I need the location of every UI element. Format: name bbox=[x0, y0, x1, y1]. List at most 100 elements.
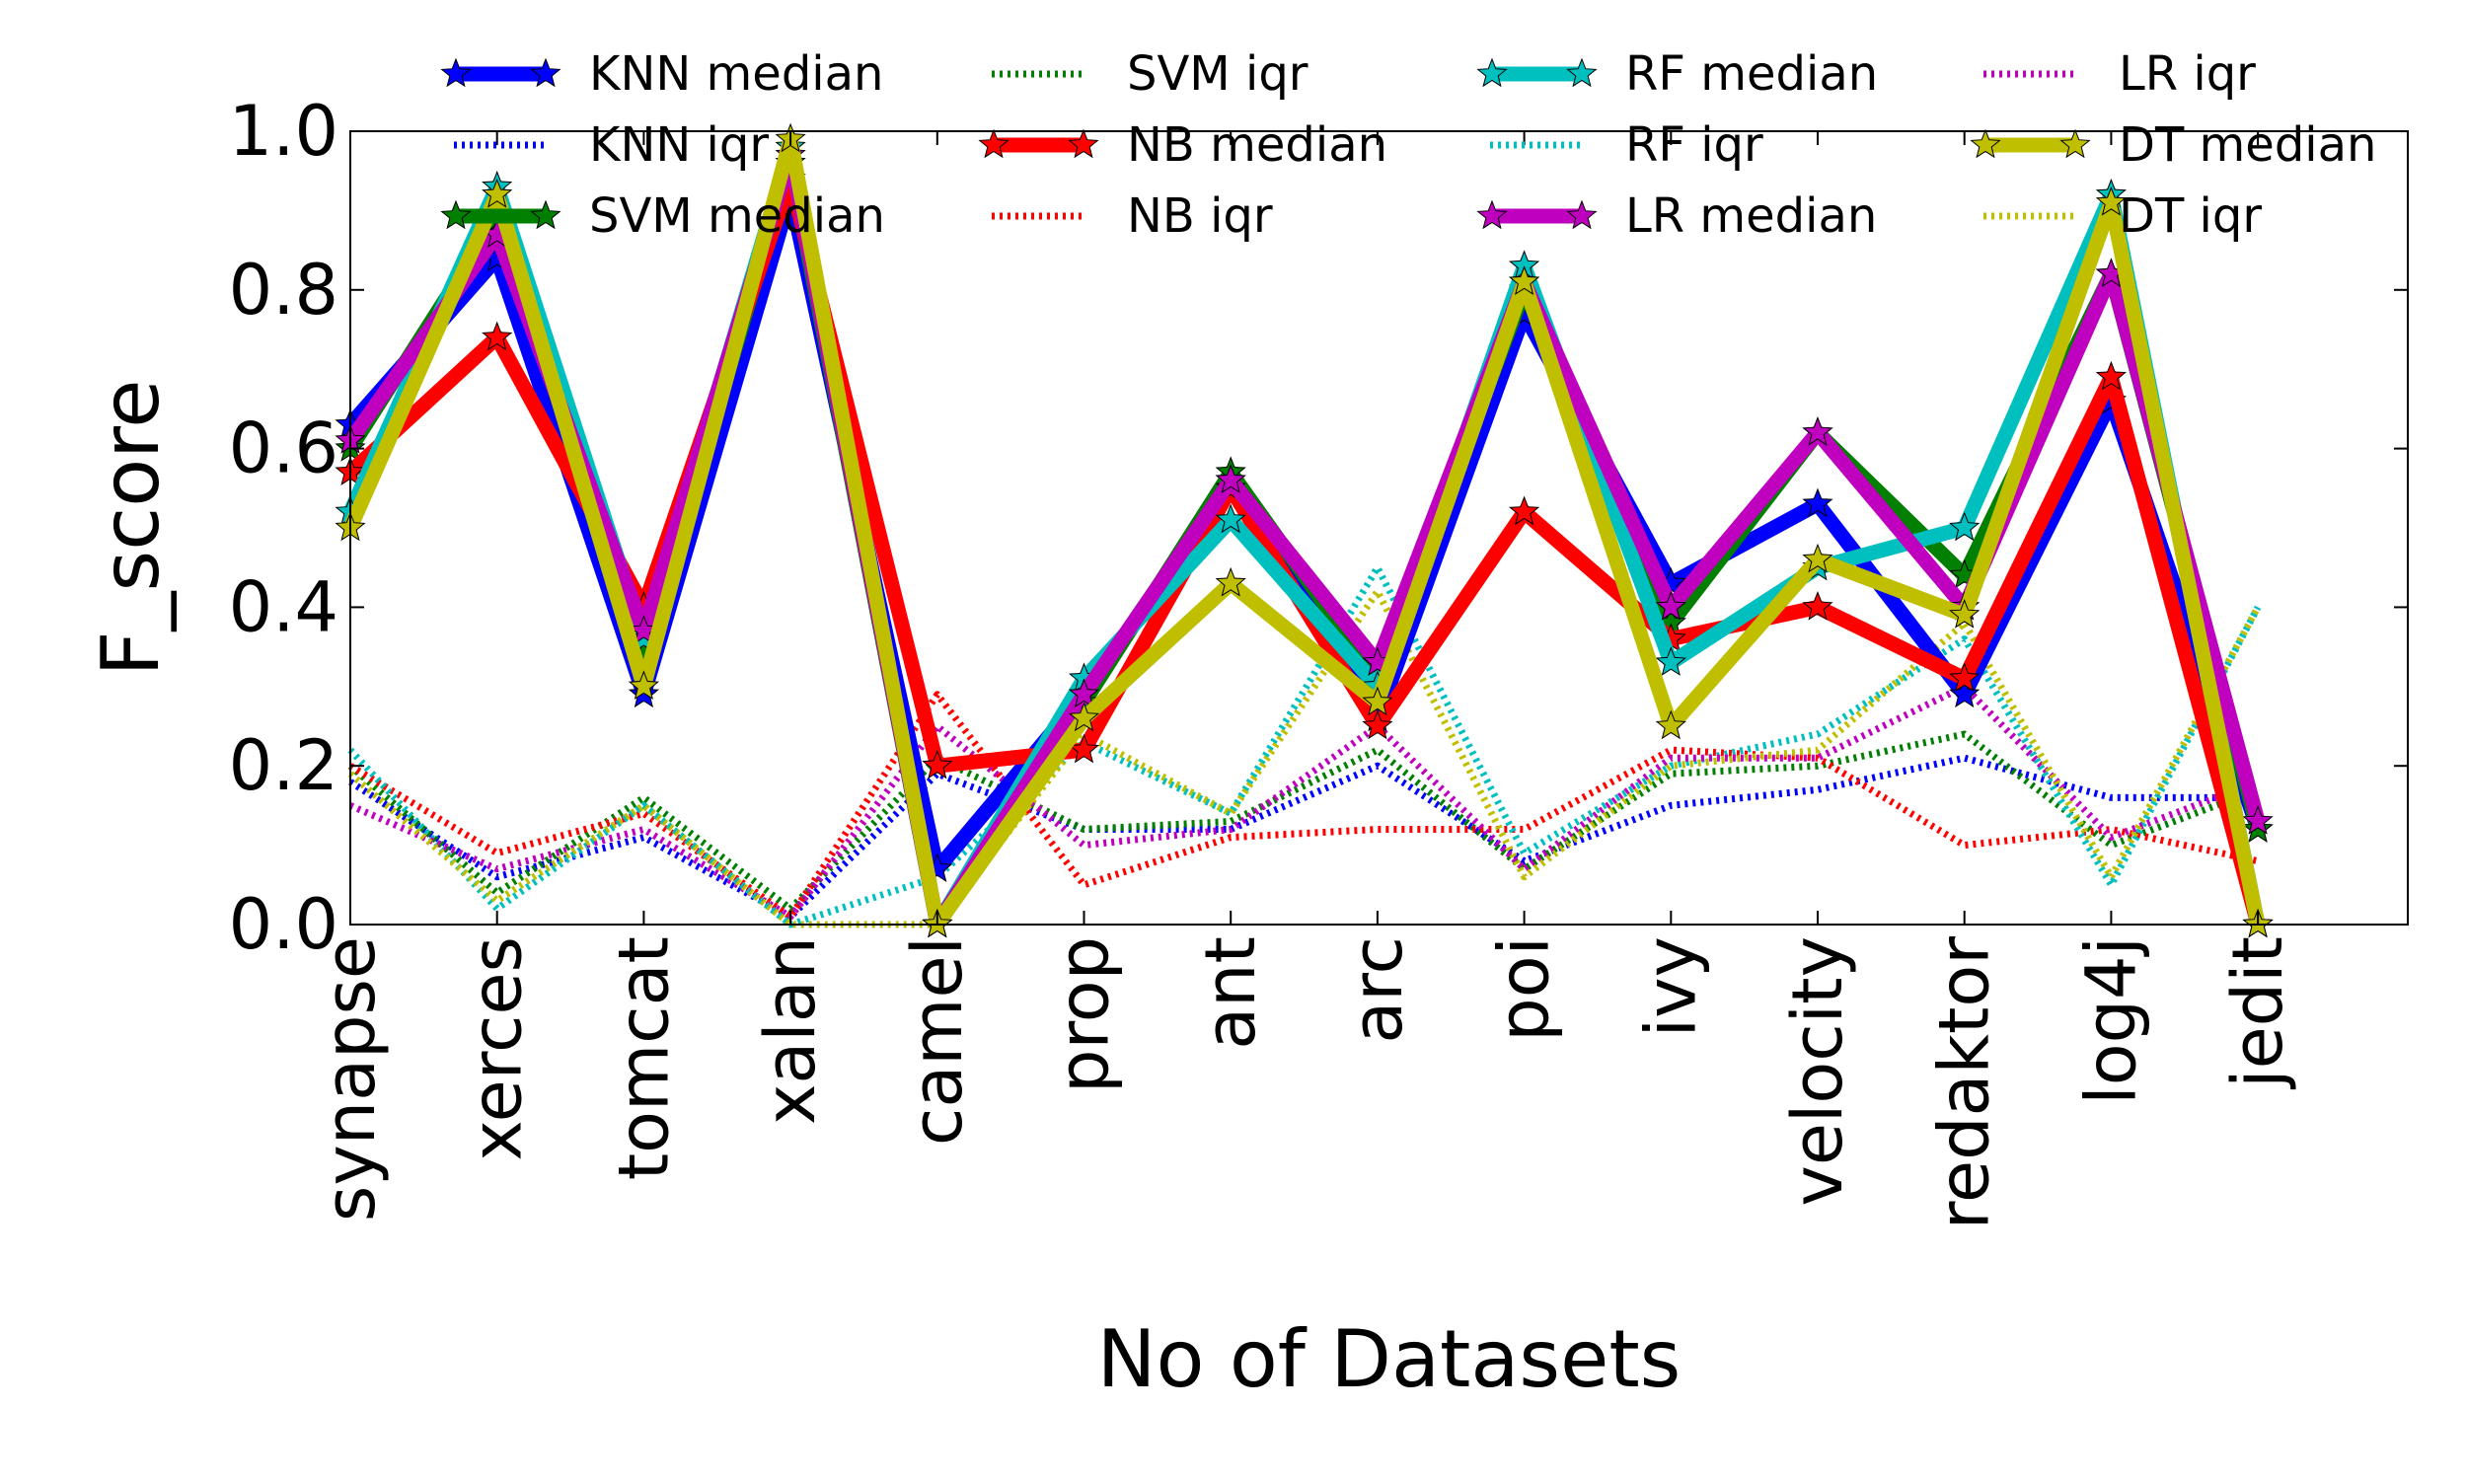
data-point bbox=[1215, 503, 1246, 534]
data-point bbox=[1362, 686, 1393, 716]
data-point bbox=[1215, 566, 1246, 597]
legend-item-lr-iqr: LR iqr bbox=[1983, 46, 2256, 102]
data-point bbox=[2095, 360, 2128, 391]
legend-marker bbox=[440, 199, 472, 230]
data-point bbox=[628, 670, 660, 701]
x-tick-label: xalan bbox=[750, 936, 831, 1125]
legend: KNN median KNN iqr SVM median SVM iqr NB med… bbox=[440, 46, 2376, 244]
legend-item-lr-median: LR median bbox=[1476, 188, 1877, 244]
legend-marker bbox=[1068, 128, 1099, 159]
legend-marker bbox=[1566, 199, 1598, 230]
data-point bbox=[1949, 511, 1981, 542]
x-tick-label: synapse bbox=[310, 936, 391, 1222]
x-tick-label: jedit bbox=[2217, 936, 2298, 1090]
data-point bbox=[2095, 186, 2128, 216]
x-tick-label: camel bbox=[897, 936, 978, 1146]
y-tick-label: 0.6 bbox=[229, 408, 338, 489]
legend-marker bbox=[440, 57, 472, 88]
series-knn-iqr bbox=[348, 754, 2259, 921]
legend-marker bbox=[530, 57, 561, 88]
series-rf-iqr bbox=[347, 563, 2262, 928]
data-point bbox=[1802, 543, 1833, 573]
data-point bbox=[1655, 709, 1686, 740]
y-tick-label: 0.4 bbox=[229, 566, 338, 647]
series-line-dt-median bbox=[343, 131, 2266, 932]
y-axis: 0.0 0.2 0.4 0.6 0.8 1.0 bbox=[229, 91, 2408, 965]
data-point bbox=[1508, 265, 1540, 296]
x-tick-label: tomcat bbox=[603, 936, 684, 1180]
legend-label: LR median bbox=[1625, 188, 1877, 244]
legend-label: KNN median bbox=[589, 46, 883, 102]
y-tick-label: 0.2 bbox=[229, 725, 338, 806]
legend-label: RF median bbox=[1625, 46, 1878, 102]
data-point bbox=[1362, 709, 1393, 740]
legend-marker bbox=[2059, 128, 2091, 159]
data-point bbox=[482, 178, 513, 208]
legend-item-rf-median: RF median bbox=[1476, 46, 1878, 102]
data-point bbox=[1802, 487, 1833, 518]
y-tick-label: 1.0 bbox=[229, 91, 338, 172]
x-tick-label: ivy bbox=[1630, 936, 1711, 1037]
data-point bbox=[1655, 591, 1686, 621]
x-axis-label: No of Datasets bbox=[1097, 1313, 1682, 1405]
data-point bbox=[1215, 464, 1246, 494]
legend-item-svm-iqr: SVM iqr bbox=[992, 46, 1308, 102]
x-tick-label: arc bbox=[1337, 936, 1418, 1044]
series-line-lr-median bbox=[343, 147, 2266, 932]
legend-marker bbox=[530, 199, 561, 230]
legend-item-svm-median: SVM median bbox=[440, 188, 885, 244]
legend-item-rf-iqr: RF iqr bbox=[1490, 117, 1763, 173]
legend-item-nb-median: NB median bbox=[978, 117, 1387, 173]
series-line-svm-iqr bbox=[347, 730, 2260, 913]
legend-item-nb-iqr: NB iqr bbox=[992, 188, 1273, 244]
data-point bbox=[1655, 646, 1686, 676]
legend-label: SVM median bbox=[589, 188, 885, 244]
data-point bbox=[1802, 416, 1833, 446]
x-tick-label: xerces bbox=[457, 936, 538, 1161]
x-tick-label: ant bbox=[1190, 936, 1271, 1050]
iqr-series-layer bbox=[347, 563, 2262, 928]
legend-label: DT median bbox=[2119, 117, 2376, 173]
data-point bbox=[1068, 678, 1100, 708]
legend-item-dt-median: DT median bbox=[1970, 117, 2376, 173]
legend-label: KNN iqr bbox=[589, 117, 769, 173]
legend-label: SVM iqr bbox=[1127, 46, 1308, 102]
series-line-lr-iqr bbox=[348, 683, 2260, 921]
data-point bbox=[922, 749, 953, 779]
legend-marker bbox=[978, 128, 1009, 159]
legend-label: DT iqr bbox=[2119, 188, 2262, 244]
data-point bbox=[2242, 805, 2274, 835]
data-point bbox=[1949, 662, 1981, 693]
data-point bbox=[1802, 591, 1833, 621]
data-point bbox=[482, 321, 513, 351]
series-dt-median bbox=[335, 122, 2274, 938]
series-line-svm-median bbox=[343, 155, 2266, 932]
x-tick-label: prop bbox=[1044, 936, 1125, 1093]
y-tick-label: 0.8 bbox=[229, 250, 338, 331]
plot-frame bbox=[349, 130, 2409, 926]
legend-item-dt-iqr: DT iqr bbox=[1983, 188, 2262, 244]
x-tick-label: log4j bbox=[2070, 936, 2151, 1105]
series-svm-iqr bbox=[347, 730, 2260, 913]
x-tick-label: velocity bbox=[1777, 936, 1858, 1207]
legend-label: RF iqr bbox=[1625, 117, 1763, 173]
series-line-rf-iqr bbox=[347, 563, 2262, 928]
x-axis: synapse xerces tomcat xalan camel prop ant arc p… bbox=[310, 131, 2298, 1229]
legend-marker bbox=[1566, 57, 1598, 88]
legend-marker bbox=[1476, 199, 1508, 230]
legend-marker bbox=[1970, 128, 2001, 159]
legend-label: NB iqr bbox=[1127, 188, 1273, 244]
legend-label: LR iqr bbox=[2119, 46, 2256, 102]
series-nb-iqr bbox=[348, 691, 2259, 921]
series-line-knn-iqr bbox=[348, 754, 2259, 921]
series-line-knn-median bbox=[344, 186, 2266, 877]
x-tick-label: poi bbox=[1484, 936, 1565, 1042]
legend-label: NB median bbox=[1127, 117, 1387, 173]
series-lr-iqr bbox=[348, 683, 2260, 921]
legend-item-knn-median: KNN median bbox=[440, 46, 883, 102]
y-tick-label: 0.0 bbox=[229, 884, 338, 965]
legend-marker bbox=[1476, 57, 1508, 88]
x-tick-label: redaktor bbox=[1924, 936, 2005, 1229]
